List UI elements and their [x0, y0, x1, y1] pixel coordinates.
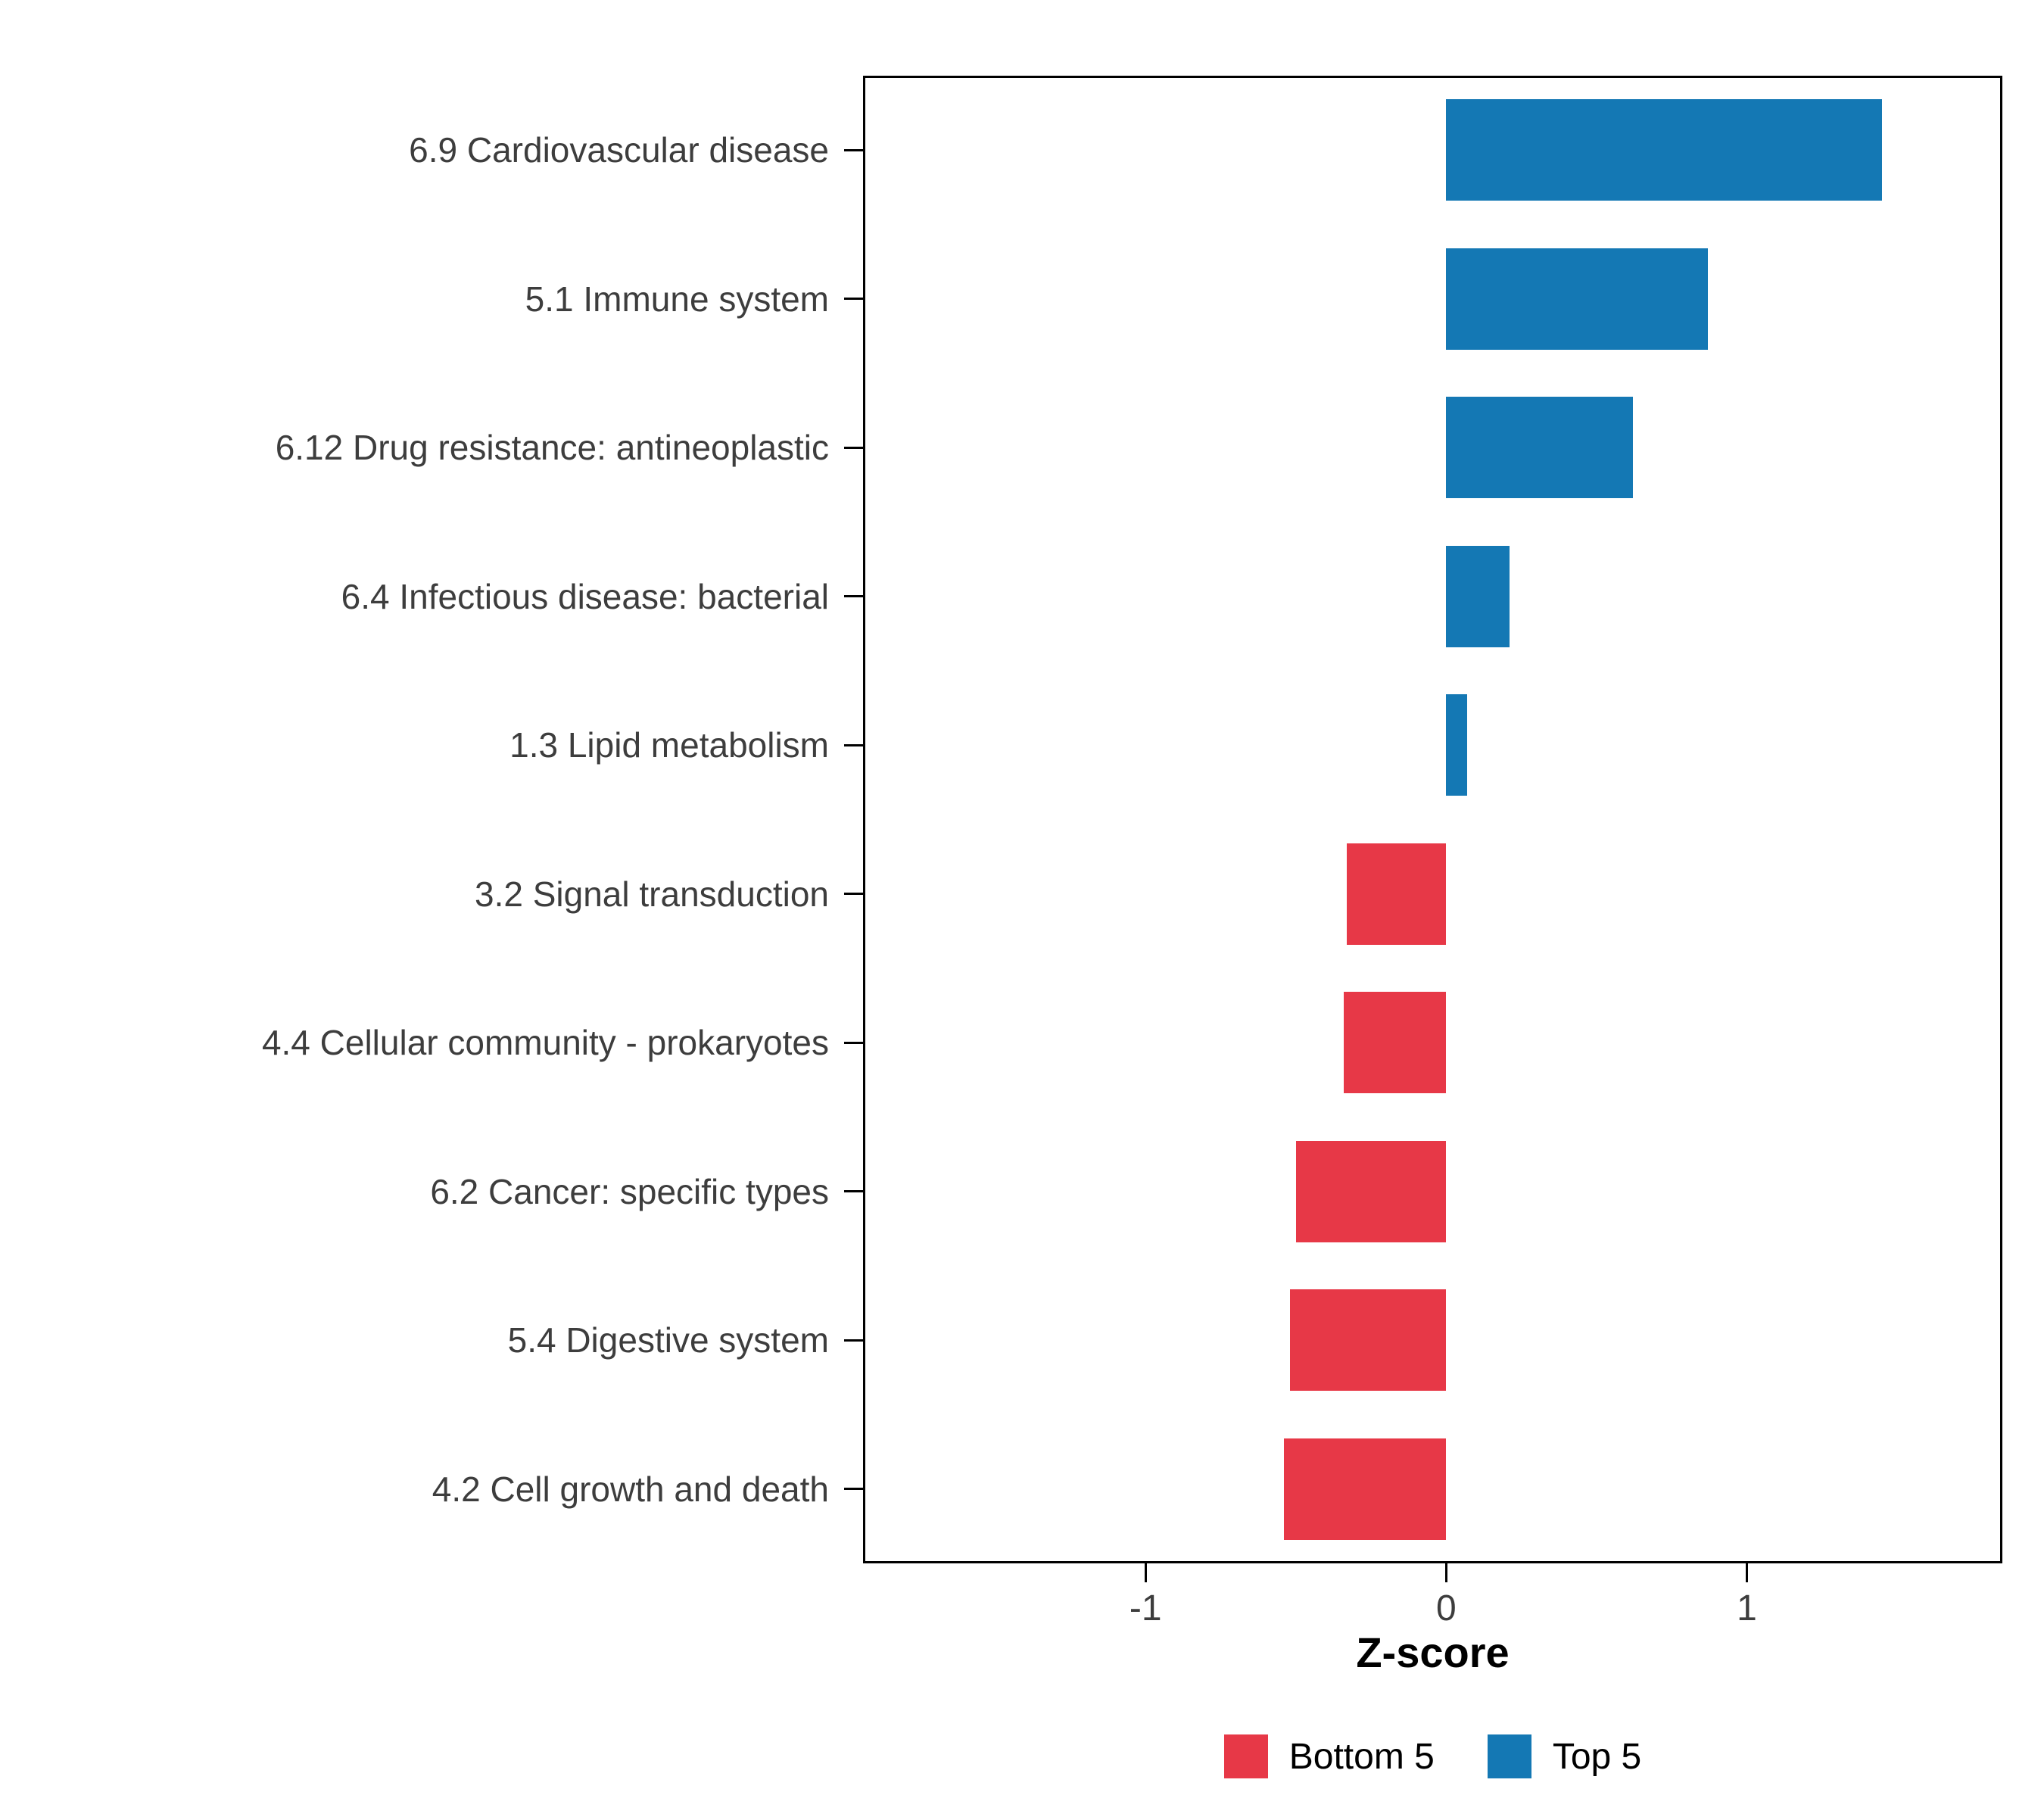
x-axis-tick: [1444, 1563, 1447, 1582]
bar: [1295, 1140, 1447, 1242]
y-axis-label: 5.1 Immune system: [525, 279, 829, 319]
y-axis-tick: [844, 1190, 863, 1193]
bar: [1446, 99, 1883, 201]
x-axis-tick: [1745, 1563, 1748, 1582]
y-axis-tick: [844, 298, 863, 301]
legend-item-bottom5: Bottom 5: [1223, 1734, 1435, 1778]
bar: [1446, 694, 1468, 796]
x-axis-tick-label: 0: [1436, 1588, 1457, 1628]
y-axis-tick: [844, 446, 863, 449]
bar: [1283, 1438, 1447, 1540]
y-axis-tick: [844, 743, 863, 746]
y-axis-tick: [844, 1339, 863, 1342]
y-axis-tick: [844, 1041, 863, 1044]
y-axis-tick: [844, 595, 863, 598]
legend-item-top5: Top 5: [1487, 1734, 1642, 1778]
legend-swatch-top5: [1487, 1734, 1531, 1778]
legend: Bottom 5 Top 5: [863, 1726, 2002, 1787]
bar: [1446, 545, 1510, 647]
y-axis-tick: [844, 1488, 863, 1491]
y-axis-label: 6.4 Infectious disease: bacterial: [341, 576, 829, 616]
legend-swatch-bottom5: [1223, 1734, 1268, 1778]
y-axis-label: 4.2 Cell growth and death: [432, 1469, 829, 1509]
y-axis-tick: [844, 893, 863, 896]
x-axis-tick-label: -1: [1129, 1588, 1162, 1628]
y-axis-label: 3.2 Signal transduction: [475, 874, 829, 914]
bar: [1347, 843, 1447, 945]
bar: [1344, 992, 1447, 1094]
y-axis-label: 1.3 Lipid metabolism: [509, 725, 829, 765]
y-axis-label: 6.2 Cancer: specific types: [430, 1171, 829, 1211]
bar: [1446, 248, 1708, 350]
y-axis-label: 6.9 Cardiovascular disease: [409, 130, 829, 170]
legend-label-bottom5: Bottom 5: [1288, 1736, 1435, 1777]
bar: [1289, 1289, 1447, 1392]
y-axis-label: 6.12 Drug resistance: antineoplastic: [275, 428, 829, 468]
x-axis-title: Z-score: [1356, 1628, 1510, 1676]
x-axis-tick-label: 1: [1737, 1588, 1757, 1628]
y-axis-label: 5.4 Digestive system: [507, 1320, 829, 1360]
bar: [1446, 397, 1633, 499]
y-axis-tick: [844, 148, 863, 151]
x-axis-tick: [1144, 1563, 1147, 1582]
y-axis-label: 4.4 Cellular community - prokaryotes: [261, 1023, 829, 1063]
legend-label-top5: Top 5: [1552, 1736, 1642, 1777]
